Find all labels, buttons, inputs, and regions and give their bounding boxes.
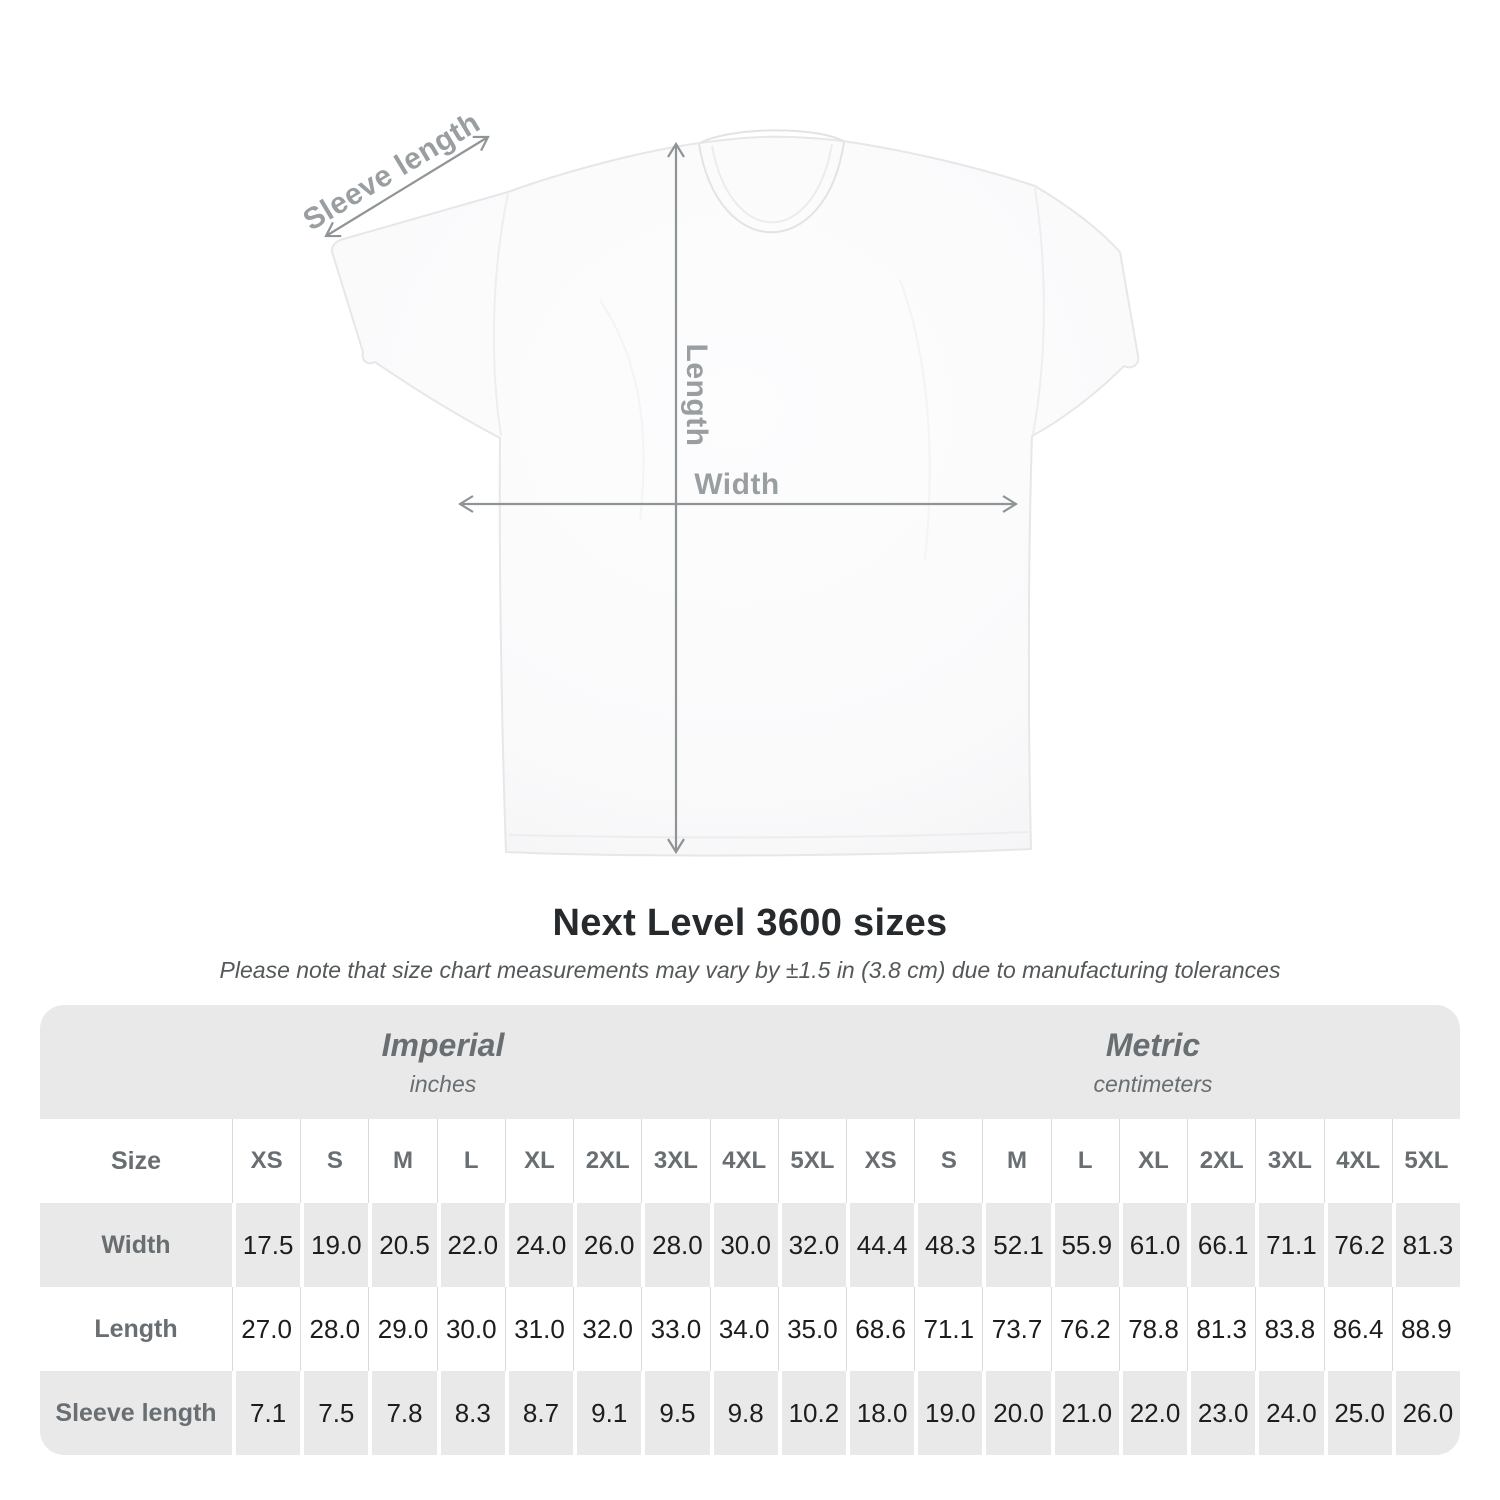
size-header-imperial-3xl: 3XL [641, 1119, 710, 1203]
value-sleeve-length-metric-3xl: 24.0 [1255, 1371, 1324, 1455]
value-sleeve-length-metric-2xl: 23.0 [1187, 1371, 1256, 1455]
value-sleeve-length-imperial-xs: 7.1 [232, 1371, 301, 1455]
size-header-imperial-xl: XL [504, 1119, 574, 1203]
metric-section-header: Metric centimeters [845, 1005, 1460, 1119]
value-width-imperial-4xl: 30.0 [709, 1203, 778, 1287]
value-width-metric-m: 52.1 [982, 1203, 1051, 1287]
value-sleeve-length-imperial-m: 7.8 [368, 1371, 437, 1455]
size-header-imperial-5xl: 5XL [777, 1119, 846, 1203]
value-length-imperial-xl: 31.0 [504, 1287, 574, 1371]
imperial-section-header: Imperial inches [40, 1005, 846, 1119]
size-header-imperial-4xl: 4XL [709, 1119, 778, 1203]
value-sleeve-length-metric-s: 19.0 [914, 1371, 983, 1455]
size-header-metric-2xl: 2XL [1187, 1119, 1256, 1203]
value-length-imperial-4xl: 34.0 [709, 1287, 778, 1371]
value-sleeve-length-imperial-s: 7.5 [300, 1371, 369, 1455]
value-sleeve-length-metric-l: 21.0 [1050, 1371, 1119, 1455]
value-length-metric-s: 71.1 [914, 1287, 983, 1371]
page-title: Next Level 3600 sizes [552, 902, 948, 944]
size-header-metric-xl: XL [1118, 1119, 1188, 1203]
value-width-metric-l: 55.9 [1050, 1203, 1119, 1287]
size-header-metric-4xl: 4XL [1323, 1119, 1392, 1203]
value-length-metric-l: 76.2 [1050, 1287, 1119, 1371]
size-header-metric-m: M [982, 1119, 1051, 1203]
value-width-imperial-m: 20.5 [368, 1203, 437, 1287]
size-header-imperial-l: L [436, 1119, 505, 1203]
value-width-imperial-5xl: 32.0 [777, 1203, 846, 1287]
value-sleeve-length-imperial-xl: 8.7 [504, 1371, 574, 1455]
title-block: Next Level 3600 sizes Please note that s… [0, 902, 1500, 984]
value-sleeve-length-metric-m: 20.0 [982, 1371, 1051, 1455]
value-sleeve-length-imperial-2xl: 9.1 [573, 1371, 642, 1455]
value-width-imperial-xl: 24.0 [504, 1203, 574, 1287]
tshirt-measurement-diagram: Sleeve length Length Width [0, 106, 1140, 857]
value-width-metric-xl: 61.0 [1118, 1203, 1188, 1287]
value-length-imperial-l: 30.0 [436, 1287, 505, 1371]
imperial-title: Imperial [381, 1026, 505, 1063]
size-header-imperial-xs: XS [232, 1119, 301, 1203]
value-length-imperial-m: 29.0 [368, 1287, 437, 1371]
size-header-metric-xs: XS [845, 1119, 915, 1203]
row-label-sleeve-length: Sleeve length [40, 1371, 232, 1455]
size-header-metric-l: L [1050, 1119, 1119, 1203]
size-header-metric-3xl: 3XL [1255, 1119, 1324, 1203]
value-length-metric-3xl: 83.8 [1255, 1287, 1324, 1371]
size-header-imperial-s: S [300, 1119, 369, 1203]
value-length-metric-5xl: 88.9 [1391, 1287, 1460, 1371]
value-width-metric-s: 48.3 [914, 1203, 983, 1287]
tshirt-illustration [0, 129, 1140, 857]
value-width-metric-xs: 44.4 [845, 1203, 915, 1287]
value-length-imperial-xs: 27.0 [232, 1287, 301, 1371]
value-sleeve-length-metric-5xl: 26.0 [1391, 1371, 1460, 1455]
imperial-unit: inches [409, 1070, 477, 1097]
value-length-imperial-5xl: 35.0 [777, 1287, 846, 1371]
value-width-metric-2xl: 66.1 [1187, 1203, 1256, 1287]
value-width-imperial-3xl: 28.0 [641, 1203, 710, 1287]
value-length-imperial-3xl: 33.0 [641, 1287, 710, 1371]
value-length-metric-xs: 68.6 [845, 1287, 915, 1371]
size-header-metric-s: S [914, 1119, 983, 1203]
value-sleeve-length-metric-xs: 18.0 [845, 1371, 915, 1455]
value-length-metric-4xl: 86.4 [1323, 1287, 1392, 1371]
value-length-imperial-s: 28.0 [300, 1287, 369, 1371]
size-column-header: Size [40, 1119, 232, 1203]
value-sleeve-length-imperial-l: 8.3 [436, 1371, 505, 1455]
value-length-metric-m: 73.7 [982, 1287, 1051, 1371]
row-label-length: Length [40, 1287, 232, 1371]
value-length-imperial-2xl: 32.0 [573, 1287, 642, 1371]
value-sleeve-length-imperial-3xl: 9.5 [641, 1371, 710, 1455]
value-sleeve-length-imperial-5xl: 10.2 [777, 1371, 846, 1455]
metric-title: Metric [1105, 1026, 1201, 1063]
width-label: Width [694, 468, 780, 501]
value-width-imperial-s: 19.0 [300, 1203, 369, 1287]
value-width-imperial-2xl: 26.0 [573, 1203, 642, 1287]
value-width-metric-3xl: 71.1 [1255, 1203, 1324, 1287]
value-width-metric-5xl: 81.3 [1391, 1203, 1460, 1287]
value-length-metric-xl: 78.8 [1118, 1287, 1188, 1371]
value-sleeve-length-metric-4xl: 25.0 [1323, 1371, 1392, 1455]
size-header-metric-5xl: 5XL [1391, 1119, 1460, 1203]
sleeve-length-arrow [326, 137, 488, 236]
size-table: Imperial inches Metric centimeters Size X… [40, 1005, 1460, 1455]
value-width-imperial-xs: 17.5 [232, 1203, 301, 1287]
value-sleeve-length-metric-xl: 22.0 [1118, 1371, 1188, 1455]
length-label: Length [680, 343, 713, 447]
value-sleeve-length-imperial-4xl: 9.8 [709, 1371, 778, 1455]
metric-unit: centimeters [1093, 1070, 1213, 1097]
tolerance-note: Please note that size chart measurements… [219, 957, 1281, 983]
value-width-metric-4xl: 76.2 [1323, 1203, 1392, 1287]
value-width-imperial-l: 22.0 [436, 1203, 505, 1287]
row-label-width: Width [40, 1203, 232, 1287]
value-length-metric-2xl: 81.3 [1187, 1287, 1256, 1371]
size-header-imperial-m: M [368, 1119, 437, 1203]
size-header-imperial-2xl: 2XL [573, 1119, 642, 1203]
